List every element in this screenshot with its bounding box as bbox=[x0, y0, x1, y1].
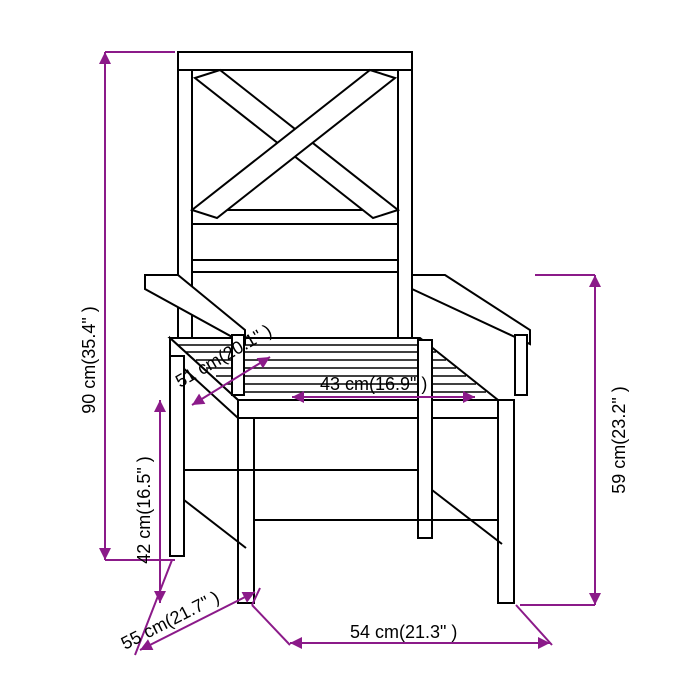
label-seat-height: 42 cm(16.5" ) bbox=[134, 456, 154, 563]
label-overall-height: 90 cm(35.4" ) bbox=[79, 306, 99, 413]
chair-drawing bbox=[145, 52, 530, 603]
label-overall-depth: 55 cm(21.7" ) bbox=[118, 587, 223, 654]
label-seat-width: 43 cm(16.9" ) bbox=[320, 374, 427, 394]
label-armrest-height: 59 cm(23.2" ) bbox=[609, 386, 629, 493]
label-overall-width: 54 cm(21.3" ) bbox=[350, 622, 457, 642]
dimension-diagram: 90 cm(35.4" ) 59 cm(23.2" ) 42 cm(16.5" … bbox=[0, 0, 700, 700]
